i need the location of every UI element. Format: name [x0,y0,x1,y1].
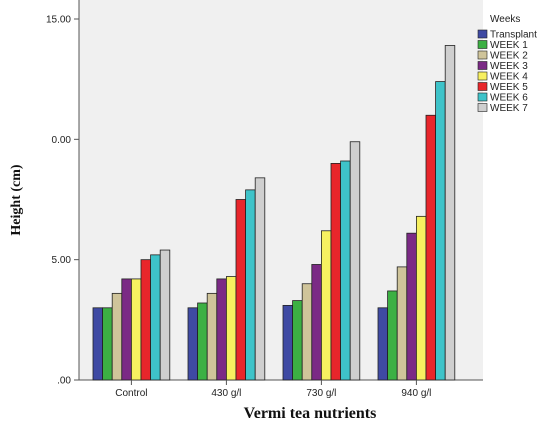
y-tick-label: 15.00 [46,15,71,26]
bar-week-5-control [140,259,152,381]
legend-label: WEEK 7 [490,103,528,114]
bar-week-7-control [159,249,171,381]
bar-week-4-430-g-l [225,276,237,381]
legend-swatch [477,61,488,70]
bar-week-1-730-g-l [292,300,303,381]
y-tick-label: 5.00 [52,255,72,266]
bar-week-2-control [111,292,123,381]
bar-week-6-control [150,254,161,381]
legend-label: WEEK 4 [490,72,528,83]
bar-week-5-940-g-l [425,114,437,381]
legend-swatch [477,50,488,60]
bar-transplant-730-g-l [282,304,294,381]
legend-swatch [477,92,488,102]
x-tick-label: Control [115,388,147,399]
y-tick-label: .00 [57,376,71,387]
legend-swatch [477,82,488,91]
legend-label: WEEK 3 [490,61,528,72]
bar-week-7-430-g-l [254,177,266,381]
y-tick-label: 0.00 [52,135,72,146]
bar-week-3-control [121,278,132,381]
legend-label: WEEK 5 [490,82,528,93]
bar-week-5-730-g-l [330,162,342,381]
bar-week-3-430-g-l [216,278,227,381]
legend-swatch [477,29,488,39]
legend-swatch [477,103,488,112]
legend-title: Weeks [490,14,520,25]
x-tick-label: 940 g/l [401,388,431,399]
bar-week-5-430-g-l [235,199,247,381]
bar-week-2-940-g-l [396,266,408,381]
legend-swatch [477,71,488,81]
bar-week-4-control [130,278,142,381]
bar-week-6-940-g-l [435,81,446,381]
bar-transplant-430-g-l [187,307,199,381]
bar-week-7-940-g-l [444,45,456,381]
bar-week-6-430-g-l [245,189,256,381]
bar-transplant-control [92,307,104,381]
bar-week-4-730-g-l [320,230,332,381]
bar-week-1-940-g-l [387,290,398,381]
bar-week-2-430-g-l [206,292,218,381]
legend-label: WEEK 2 [490,51,528,62]
x-tick-label: 430 g/l [211,388,241,399]
x-axis-title: Vermi tea nutrients [244,405,377,422]
bar-week-1-430-g-l [197,302,208,381]
bar-week-3-940-g-l [406,232,417,381]
y-axis-title: Height (cm) [9,164,24,235]
bar-transplant-940-g-l [377,307,389,381]
bar-week-2-730-g-l [301,283,313,381]
bar-week-4-940-g-l [415,215,427,381]
x-tick-label: 730 g/l [306,388,336,399]
bar-week-3-730-g-l [311,264,322,381]
bar-week-6-730-g-l [340,160,351,381]
legend-swatch [477,40,488,49]
bar-week-1-control [102,307,113,381]
bar-week-7-730-g-l [349,141,361,381]
legend-label: Transplant [490,30,537,41]
legend-label: WEEK 1 [490,40,528,51]
legend-label: WEEK 6 [490,93,528,104]
